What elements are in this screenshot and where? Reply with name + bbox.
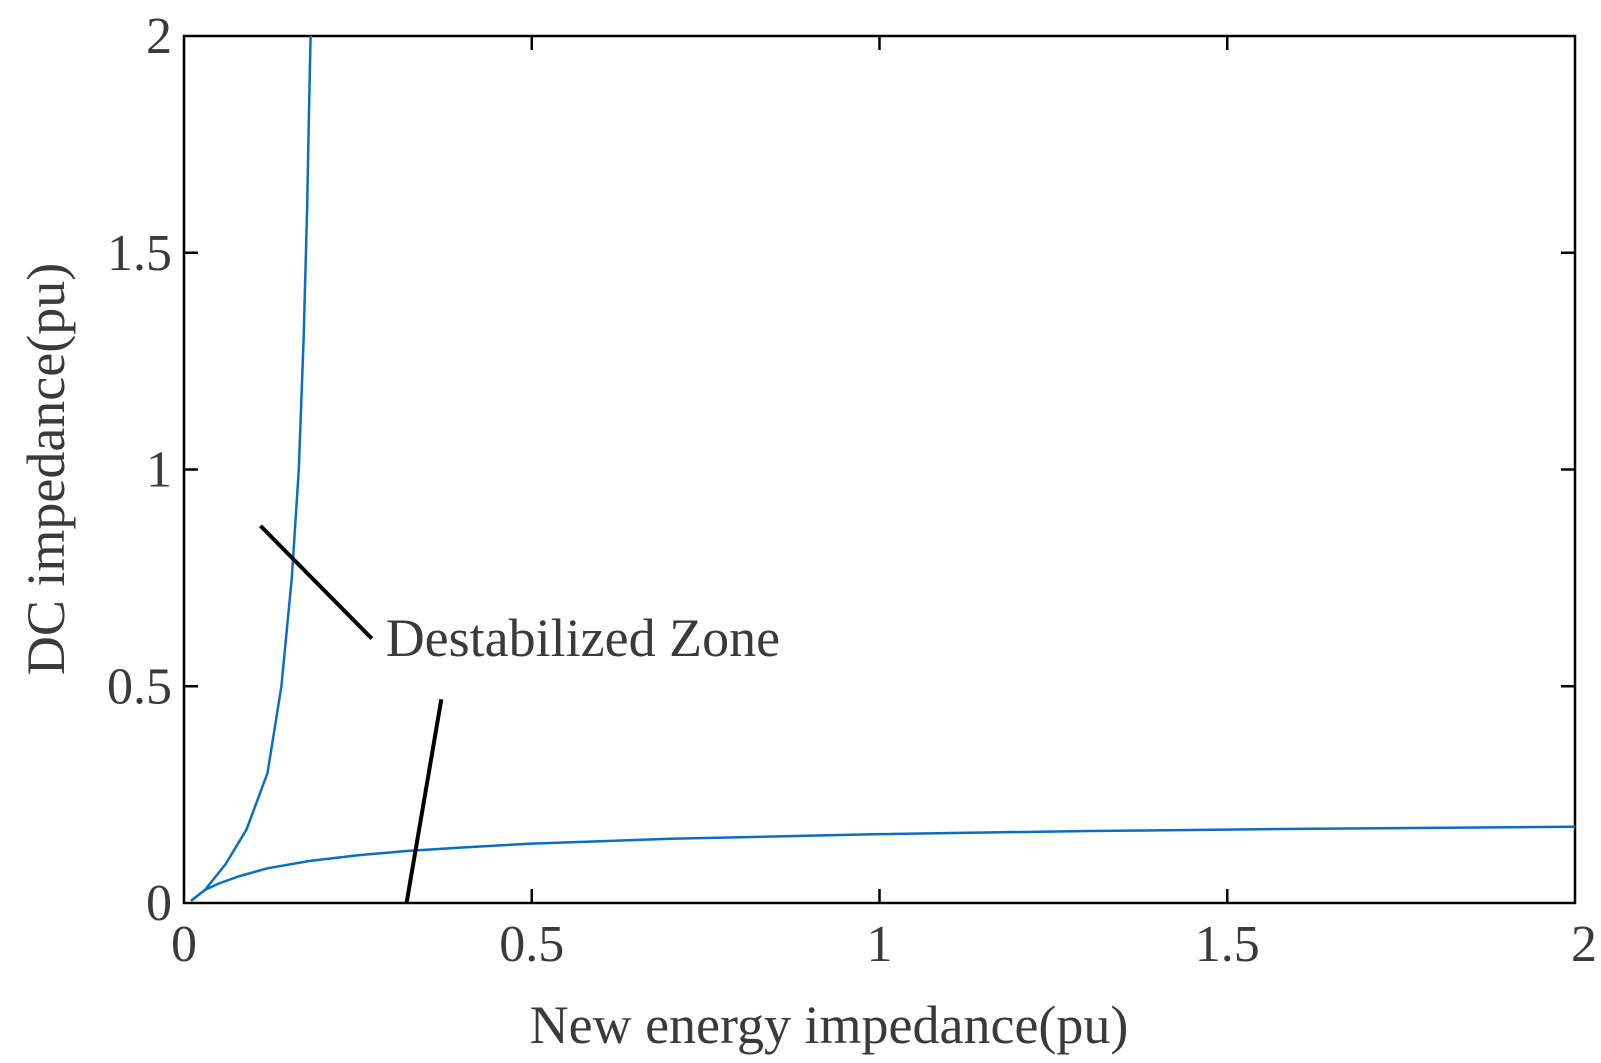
x-axis-label: New energy impedance(pu) [530, 995, 1129, 1055]
series-line [190, 825, 1576, 902]
annotation-pointer-line [404, 698, 444, 904]
annotations: Destabilized Zone [259, 524, 780, 904]
annotation-pointer-line [259, 524, 374, 640]
x-tick-label: 2 [1571, 916, 1597, 973]
x-tick-label: 0.5 [499, 916, 564, 973]
y-tick-label: 1 [146, 442, 172, 499]
y-tick-label: 1.5 [107, 225, 172, 282]
annotation-text: Destabilized Zone [386, 608, 780, 668]
x-tick-label: 1.5 [1195, 916, 1260, 973]
y-tick-label: 2 [146, 8, 172, 65]
y-axis-label: DC impedance(pu) [16, 263, 76, 675]
ticks: 0 0.5 1 1.5 2 0 0.5 1 1.5 2 [107, 8, 1597, 973]
x-tick-label: 0 [171, 916, 197, 973]
x-tick-label: 1 [867, 916, 893, 973]
y-tick-label: 0 [146, 875, 172, 932]
series-line [190, 35, 312, 902]
plot-frame [182, 34, 1577, 905]
y-tick-label: 0.5 [107, 658, 172, 715]
series-group [190, 35, 1576, 902]
